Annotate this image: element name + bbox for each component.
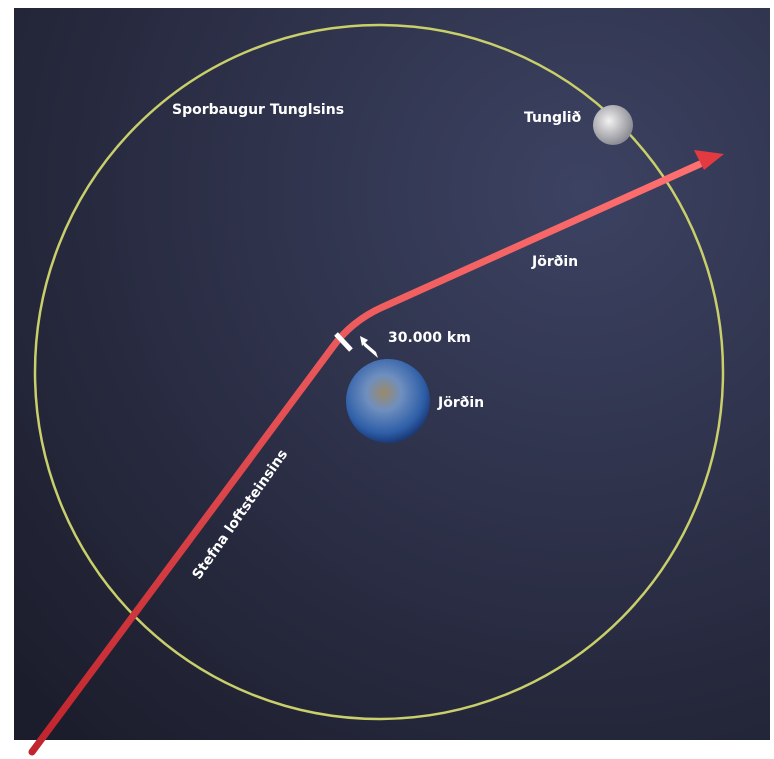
- earth: [346, 359, 430, 443]
- earth-label: Jörðin: [437, 395, 484, 411]
- moon-label: Tunglið: [524, 110, 582, 126]
- path-label: Jörðin: [531, 254, 578, 270]
- distance-label: 30.000 km: [388, 330, 471, 346]
- diagram: Sporbaugur Tunglsins Tunglið Jörðin 30.0…: [0, 0, 774, 759]
- orbit-label: Sporbaugur Tunglsins: [172, 102, 344, 118]
- moon: [593, 105, 633, 145]
